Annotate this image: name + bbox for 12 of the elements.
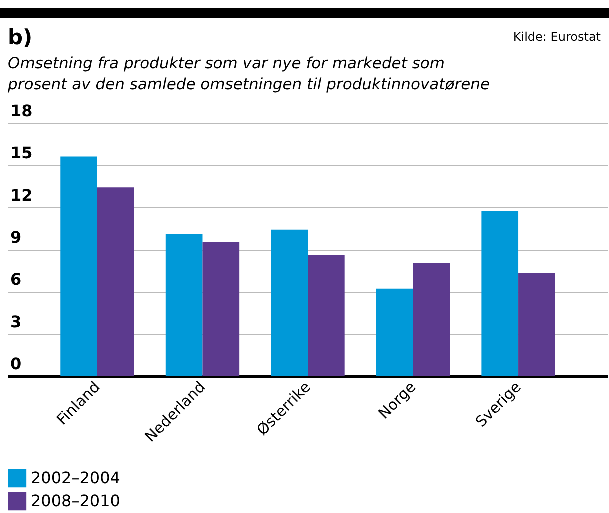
y-tick-label: 9 bbox=[10, 228, 22, 247]
y-tick-label: 18 bbox=[10, 102, 33, 120]
chart-subtitle: Omsetning fra produkter som var nye for markedet som prosent av den samlede omsetningen til produktinnovatørene bbox=[7, 54, 490, 94]
text: Kilde: Eurostat bbox=[513, 30, 601, 44]
chart-title: b) bbox=[8, 26, 33, 50]
y-tick-label: 6 bbox=[10, 270, 22, 290]
y-tick-label: 15 bbox=[10, 144, 33, 163]
y-tick-label: 12 bbox=[10, 186, 33, 205]
y-tick-label: 3 bbox=[10, 312, 22, 332]
legend-label: 2002–2004 bbox=[31, 468, 120, 488]
y-tick-label: 0 bbox=[10, 354, 22, 374]
legend-label: 2008–2010 bbox=[31, 492, 120, 510]
